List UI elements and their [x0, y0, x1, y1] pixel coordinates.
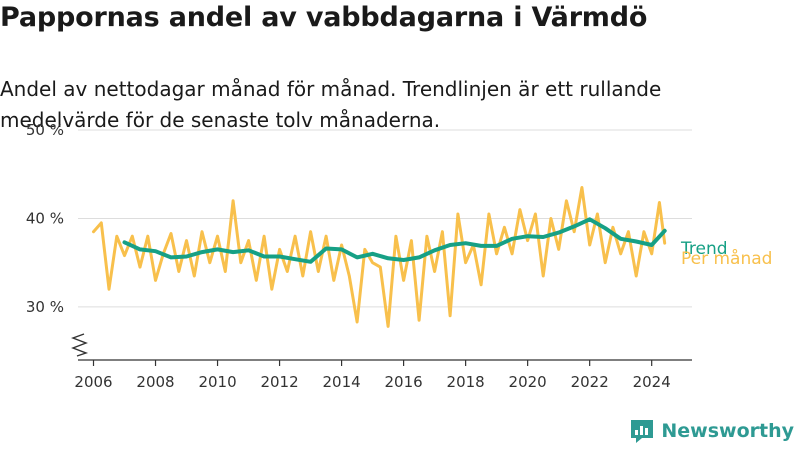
legend-label-per-manad: Per månad — [681, 248, 772, 269]
x-tick-label: 2008 — [136, 373, 174, 391]
y-tick-label: 50 % — [26, 121, 64, 139]
newsworthy-logo-icon — [631, 420, 654, 443]
chart-title: Pappornas andel av vabbdagarna i Värmdö — [0, 2, 648, 33]
series — [92, 186, 667, 328]
brand-logo: Newsworthy — [629, 418, 794, 444]
brand-name: Newsworthy — [661, 420, 794, 442]
x-tick-label: 2018 — [447, 373, 485, 391]
x-tick-label: 2012 — [260, 373, 298, 391]
legend-label-trend: Trend — [680, 239, 728, 259]
x-tick-label: 2016 — [385, 373, 423, 391]
x-tick-label: 2024 — [633, 373, 671, 391]
axes — [71, 333, 692, 361]
x-tick-label: 2014 — [322, 373, 360, 391]
x-tick-label: 2020 — [509, 373, 547, 391]
x-tick-label: 2006 — [74, 373, 112, 391]
series-line-per-manad — [92, 186, 667, 328]
gridlines — [78, 129, 692, 308]
x-tick-label: 2022 — [571, 373, 609, 391]
y-tick-label: 30 % — [26, 298, 64, 316]
chart-subtitle: Andel av nettodagar månad för månad. Tre… — [0, 77, 662, 132]
x-tick-label: 2010 — [198, 373, 236, 391]
axis-break-symbol — [71, 333, 89, 357]
x-axis-ticks: 2006 2008 2010 2012 2014 2016 2018 2020 2022 2024 — [74, 360, 671, 391]
y-tick-label: 40 % — [26, 209, 64, 227]
series-line-trend — [122, 217, 667, 264]
y-axis-ticks: 30 % 40 % 50 % — [26, 121, 64, 316]
